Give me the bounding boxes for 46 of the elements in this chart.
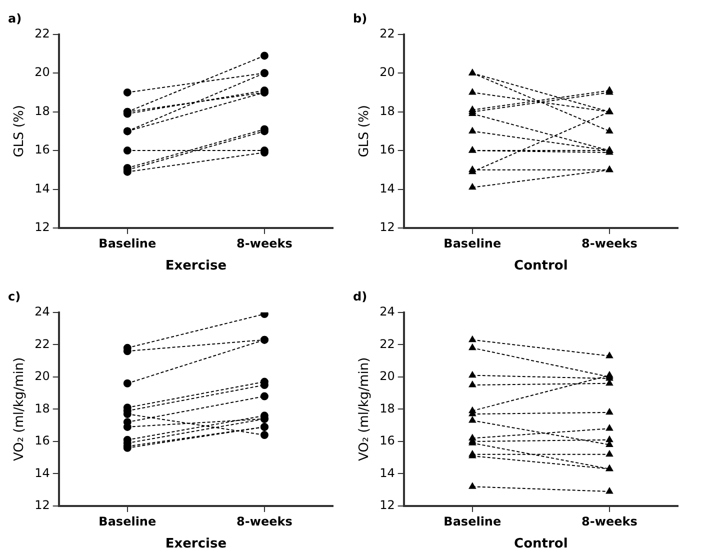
x-tick-label: 8-weeks [582, 236, 638, 250]
y-tick-label: 20 [380, 65, 395, 80]
x-tick-label: Baseline [444, 236, 502, 250]
y-tick-label: 12 [380, 220, 395, 234]
y-tick-label: 16 [380, 142, 395, 157]
y-tick-label: 14 [380, 181, 395, 196]
x-axis-title: Exercise [165, 258, 227, 274]
y-tick-label: 24 [34, 304, 50, 319]
y-tick-label: 14 [380, 466, 395, 480]
chart-title: b) [353, 11, 368, 26]
y-tick-label: 16 [380, 434, 395, 448]
y-tick-label: 18 [34, 401, 50, 416]
y-tick-label: 16 [34, 434, 50, 448]
y-axis-title: GLS (%) [357, 105, 372, 158]
y-tick-label: 14 [34, 466, 50, 480]
y-tick-label: 18 [380, 104, 395, 118]
y-axis-title: GLS (%) [12, 105, 28, 158]
y-tick-label: 16 [34, 142, 50, 157]
x-tick-label: Baseline [98, 236, 156, 250]
y-tick-label: 22 [380, 26, 395, 41]
y-tick-label: 18 [380, 401, 395, 416]
y-tick-label: 22 [34, 26, 50, 41]
y-tick-label: 12 [34, 220, 50, 234]
chart-title: d) [353, 289, 368, 304]
x-tick-label: Baseline [98, 514, 156, 528]
x-axis-title: Control [514, 258, 568, 274]
y-axis-title: VO₂ (ml/kg/min) [357, 357, 372, 462]
y-tick-label: 18 [34, 104, 50, 118]
y-tick-label: 22 [380, 336, 395, 351]
x-tick-label: 8-weeks [236, 236, 292, 250]
y-tick-label: 20 [34, 369, 50, 384]
x-tick-label: Baseline [444, 514, 502, 528]
y-tick-label: 22 [34, 336, 50, 351]
x-tick-label: 8-weeks [582, 514, 638, 528]
x-axis-title: Control [514, 536, 568, 552]
y-tick-label: 14 [34, 181, 50, 196]
y-tick-label: 20 [380, 369, 395, 384]
y-axis-title: VO₂ (ml/kg/min) [12, 357, 28, 462]
y-tick-label: 24 [380, 304, 395, 319]
chart-title: c) [8, 289, 21, 304]
y-tick-label: 20 [34, 65, 50, 80]
y-tick-label: 12 [34, 498, 50, 512]
x-axis-title: Exercise [165, 536, 227, 552]
chart-title: a) [8, 11, 22, 26]
y-tick-label: 12 [380, 498, 395, 512]
x-tick-label: 8-weeks [236, 514, 292, 528]
